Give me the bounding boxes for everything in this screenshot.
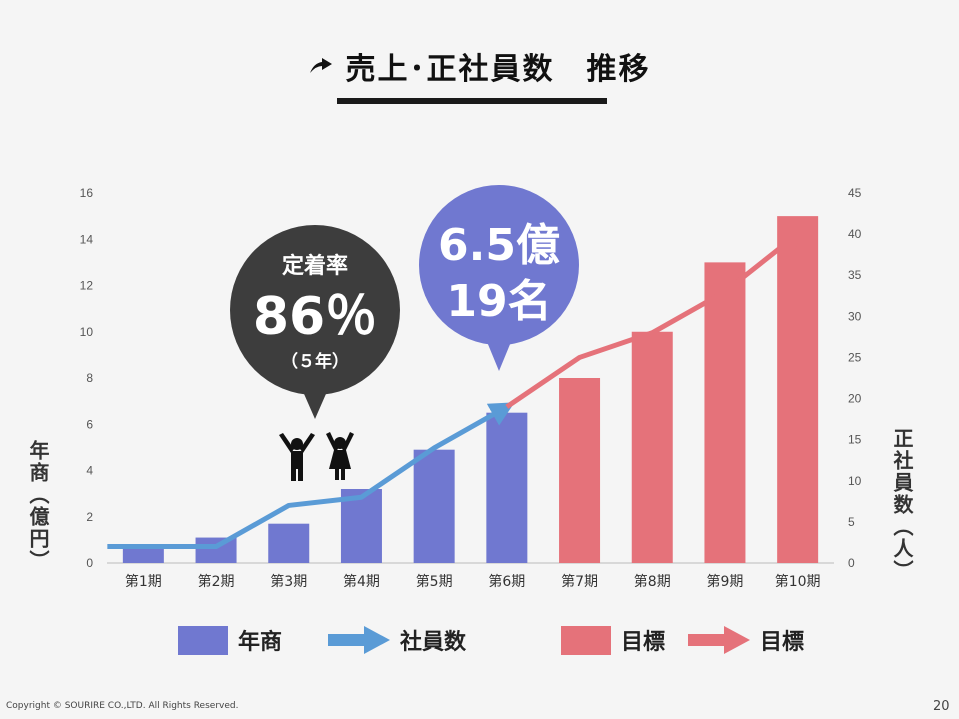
y-tick-label: 6	[86, 417, 93, 431]
bars	[122, 216, 819, 563]
callout-text: （５年）	[281, 351, 349, 372]
y2-tick-label: 0	[848, 556, 855, 570]
employee-line	[107, 402, 515, 550]
target-bar	[704, 262, 746, 563]
y-tick-label: 12	[80, 279, 94, 293]
legend-label: 年商	[238, 629, 282, 655]
y2-tick-label: 45	[848, 186, 862, 200]
legend-arrow-shaft	[688, 634, 726, 646]
title-area: 売上･正社員数 推移	[0, 44, 959, 88]
lines	[107, 228, 805, 550]
x-tick-label: 第7期	[561, 573, 598, 590]
callout-bubble: 定着率 86％ （５年）	[230, 225, 400, 419]
copyright: Copyright © SOURIRE CO.,LTD. All Rights …	[6, 701, 239, 711]
revenue-bar	[413, 449, 455, 563]
legend: 年商 社員数 目標 目標	[178, 626, 804, 655]
x-tick-label: 第8期	[634, 573, 671, 590]
y-axis-title-right: 正社員数（人）	[890, 428, 914, 582]
legend-arrow-shaft	[328, 634, 366, 646]
callout-value: 19名	[446, 276, 551, 327]
revenue-bar	[195, 537, 237, 563]
legend-arrow-head	[724, 626, 750, 654]
legend-swatch	[178, 626, 228, 655]
legend-swatch	[561, 626, 611, 655]
x-tick-label: 第5期	[416, 573, 453, 590]
x-tick-label: 第9期	[706, 573, 743, 590]
legend-label: 目標	[621, 630, 665, 655]
y-tick-label: 0	[86, 556, 93, 570]
target-bar	[559, 378, 601, 563]
legend-label: 目標	[760, 630, 804, 655]
x-axis: 第1期 第2期 第3期 第4期 第5期 第6期 第7期 第8期 第9期 第10期	[125, 573, 821, 590]
target-bar	[631, 331, 673, 563]
callout-value: 6.5億	[438, 220, 560, 271]
page-title: 売上･正社員数 推移	[345, 52, 651, 87]
trend-arrow-icon	[308, 53, 334, 79]
x-tick-label: 第10期	[775, 573, 821, 590]
y-tick-label: 4	[86, 464, 93, 478]
y2-tick-label: 15	[848, 433, 862, 447]
y-tick-label: 14	[80, 232, 94, 246]
legend-item: 年商	[178, 626, 282, 655]
x-tick-label: 第6期	[488, 573, 525, 590]
target-line	[505, 228, 805, 409]
page-number: 20	[933, 699, 950, 714]
x-tick-label: 第3期	[270, 573, 307, 590]
y2-tick-label: 40	[848, 227, 862, 241]
legend-item: 目標	[561, 626, 665, 655]
callout-text: 定着率	[282, 253, 348, 279]
y-tick-label: 8	[86, 371, 93, 385]
legend-arrow-head	[364, 626, 390, 654]
y2-tick-label: 35	[848, 268, 862, 282]
title-underline	[337, 98, 607, 104]
y-tick-label: 16	[80, 186, 94, 200]
y-axis-left: 0 2 4 6 8 10 12 14 16	[80, 186, 94, 570]
revenue-bar	[340, 489, 382, 563]
callout-value: 86％	[253, 287, 377, 347]
legend-label: 社員数	[400, 629, 467, 655]
y2-tick-label: 25	[848, 350, 862, 364]
revenue-bar	[122, 544, 164, 563]
x-tick-label: 第4期	[343, 573, 380, 590]
legend-item: 目標	[688, 626, 804, 655]
callout-circle	[419, 185, 579, 345]
people-icon	[279, 432, 354, 481]
x-tick-label: 第2期	[198, 573, 235, 590]
y-tick-label: 10	[80, 325, 94, 339]
y-axis-title-left: 年商（億円）	[26, 440, 50, 572]
y2-tick-label: 10	[848, 474, 862, 488]
y2-tick-label: 30	[848, 309, 862, 323]
callout-pointer	[301, 387, 329, 419]
y-tick-label: 2	[86, 510, 93, 524]
revenue-bar	[268, 523, 310, 563]
y2-tick-label: 5	[848, 515, 855, 529]
legend-item: 社員数	[328, 626, 467, 655]
y2-tick-label: 20	[848, 392, 862, 406]
target-bar	[777, 216, 819, 563]
callout-circle	[230, 225, 400, 395]
revenue-bar	[486, 412, 528, 563]
callout-pointer	[485, 337, 513, 371]
x-tick-label: 第1期	[125, 573, 162, 590]
y-axis-right: 0 5 10 15 20 25 30 35 40 45	[848, 186, 862, 570]
